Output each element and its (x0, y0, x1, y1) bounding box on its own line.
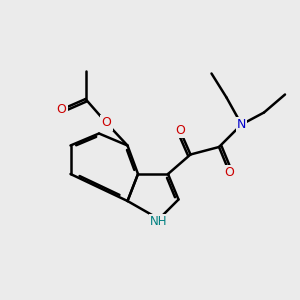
Text: O: O (225, 166, 234, 179)
Text: O: O (57, 103, 66, 116)
Text: O: O (102, 116, 111, 130)
Text: O: O (175, 124, 185, 137)
Text: NH: NH (150, 215, 168, 228)
Text: N: N (237, 118, 246, 131)
